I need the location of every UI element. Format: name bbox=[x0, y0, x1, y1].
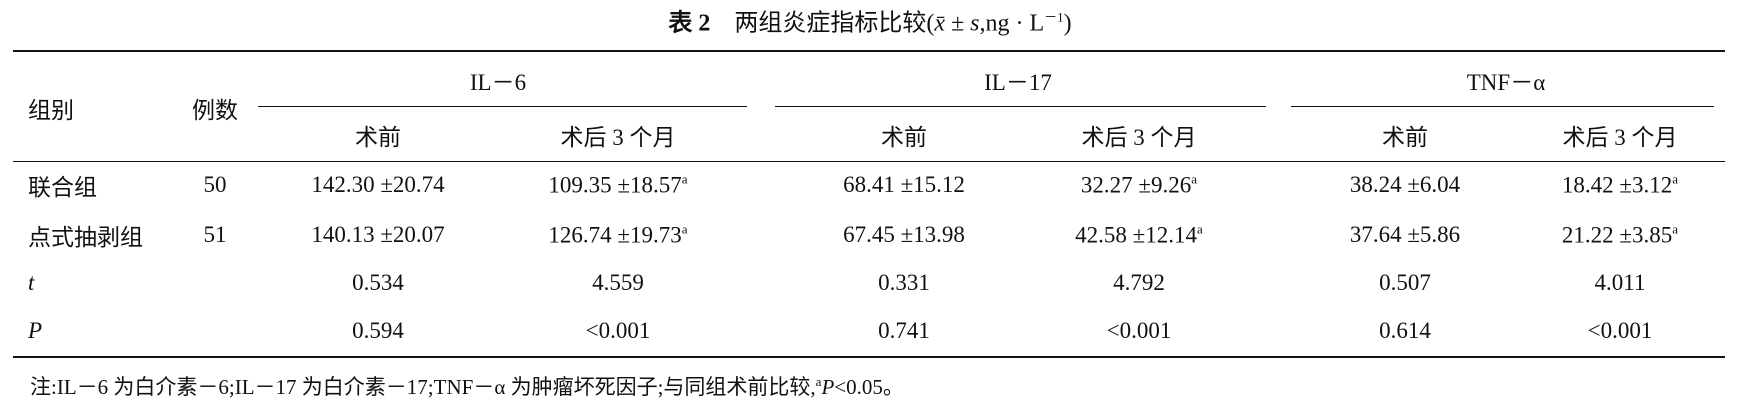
title-stat: x̄ ± s bbox=[934, 10, 980, 37]
cell: 4.792 bbox=[1113, 270, 1165, 296]
note: 注:IL－6 为白介素－6;IL－17 为白介素－17;TNF－α 为肿瘤坏死因… bbox=[30, 371, 904, 401]
cell-value: <0.001 bbox=[585, 318, 651, 343]
cell-value: 126.74 ±19.73 bbox=[548, 222, 682, 248]
group-rule bbox=[258, 106, 747, 107]
cell: 0.534 bbox=[352, 270, 404, 296]
cell: 0.614 bbox=[1379, 318, 1431, 344]
cell-value: 42.58 ±12.14 bbox=[1075, 222, 1198, 248]
title-label: 表 2 bbox=[668, 10, 711, 37]
title-unit: ,ng · L bbox=[979, 10, 1045, 37]
cell-sup: a bbox=[681, 221, 688, 237]
cell-value: 140.13 ±20.07 bbox=[311, 222, 445, 247]
row-label: 点式抽剥组 bbox=[28, 225, 143, 250]
cell: 42.58 ±12.14a bbox=[1075, 222, 1203, 249]
cell-value: 0.614 bbox=[1379, 318, 1431, 343]
cell-value: <0.001 bbox=[1106, 318, 1172, 343]
note-p: P bbox=[821, 375, 835, 399]
bottom-rule bbox=[13, 356, 1725, 358]
sub-header: 术后 3 个月 bbox=[1081, 125, 1197, 150]
header-n: 例数 bbox=[192, 98, 238, 123]
row-n: 51 bbox=[203, 222, 227, 247]
cell: 38.24 ±6.04 bbox=[1350, 172, 1460, 198]
note-rest: <0.05。 bbox=[834, 375, 904, 399]
title-text: 两组炎症指标比较( bbox=[734, 10, 935, 37]
row-n: 50 bbox=[203, 172, 227, 197]
sub-header: 术后 3 个月 bbox=[560, 125, 676, 150]
sub-header: 术前 bbox=[355, 125, 401, 150]
sub-header: 术前 bbox=[1382, 125, 1428, 150]
cell-value: 68.41 ±15.12 bbox=[843, 172, 965, 197]
cell-value: 32.27 ±9.26 bbox=[1080, 172, 1192, 198]
cell-value: 142.30 ±20.74 bbox=[311, 172, 445, 197]
sub-header: 术后 3 个月 bbox=[1562, 125, 1678, 150]
cell-value: 109.35 ±18.57 bbox=[548, 172, 682, 198]
cell-value: 0.741 bbox=[878, 318, 930, 343]
cell: 37.64 ±5.86 bbox=[1350, 222, 1460, 248]
sub-header: 术前 bbox=[881, 125, 927, 150]
title-close: ) bbox=[1063, 10, 1072, 37]
cell-value: 0.507 bbox=[1379, 270, 1431, 295]
cell: 142.30 ±20.74 bbox=[311, 172, 444, 198]
cell-value: 67.45 ±13.98 bbox=[843, 222, 965, 247]
cell-value: 4.011 bbox=[1594, 270, 1646, 295]
cell-value: 4.559 bbox=[592, 270, 644, 295]
note-sup: a bbox=[815, 374, 822, 389]
cell-value: 38.24 ±6.04 bbox=[1349, 172, 1461, 197]
cell-value: 18.42 ±3.12 bbox=[1561, 172, 1673, 198]
cell: 0.741 bbox=[878, 318, 930, 344]
row-label: P bbox=[28, 318, 43, 343]
cell-value: 37.64 ±5.86 bbox=[1349, 222, 1461, 247]
cell-sup: a bbox=[1672, 171, 1679, 187]
header-group: 组别 bbox=[28, 98, 74, 123]
cell: 109.35 ±18.57a bbox=[548, 172, 687, 199]
cell: 0.507 bbox=[1379, 270, 1431, 296]
row-label: t bbox=[28, 270, 35, 295]
cell-sup: a bbox=[1672, 221, 1679, 237]
cell-value: 0.594 bbox=[352, 318, 404, 343]
cell: 18.42 ±3.12a bbox=[1562, 172, 1678, 199]
indicator-header: IL－6 bbox=[469, 70, 527, 95]
cell: 0.594 bbox=[352, 318, 404, 344]
indicator-header: TNF－α bbox=[1466, 70, 1546, 95]
cell: 67.45 ±13.98 bbox=[843, 222, 965, 248]
row-label: 联合组 bbox=[28, 175, 97, 200]
cell: 0.331 bbox=[878, 270, 930, 296]
cell: 126.74 ±19.73a bbox=[548, 222, 687, 249]
cell-value: 0.331 bbox=[878, 270, 930, 295]
cell-value: <0.001 bbox=[1587, 318, 1653, 343]
cell: 4.011 bbox=[1595, 270, 1646, 296]
cell: <0.001 bbox=[586, 318, 651, 344]
cell: 68.41 ±15.12 bbox=[843, 172, 965, 198]
note-text: 注:IL－6 为白介素－6;IL－17 为白介素－17;TNF－α 为肿瘤坏死因… bbox=[30, 375, 816, 399]
group-rule bbox=[775, 106, 1266, 107]
cell-value: 21.22 ±3.85 bbox=[1561, 222, 1673, 248]
cell: 4.559 bbox=[592, 270, 644, 296]
cell: <0.001 bbox=[1107, 318, 1172, 344]
indicator-header: IL－17 bbox=[984, 70, 1052, 95]
header-rule bbox=[13, 161, 1725, 162]
cell: 21.22 ±3.85a bbox=[1562, 222, 1678, 249]
table-title: 表 2 两组炎症指标比较(x̄ ± s,ng · L－1) bbox=[668, 3, 1071, 38]
cell-value: 0.534 bbox=[352, 270, 404, 295]
cell: <0.001 bbox=[1588, 318, 1653, 344]
cell: 140.13 ±20.07 bbox=[311, 222, 444, 248]
cell: 32.27 ±9.26a bbox=[1081, 172, 1197, 199]
title-exp: －1 bbox=[1044, 9, 1064, 25]
cell-sup: a bbox=[681, 171, 688, 187]
cell-sup: a bbox=[1197, 221, 1203, 237]
cell-value: 4.792 bbox=[1113, 270, 1165, 295]
top-rule bbox=[13, 50, 1725, 52]
cell-sup: a bbox=[1191, 171, 1198, 187]
group-rule bbox=[1291, 106, 1714, 107]
